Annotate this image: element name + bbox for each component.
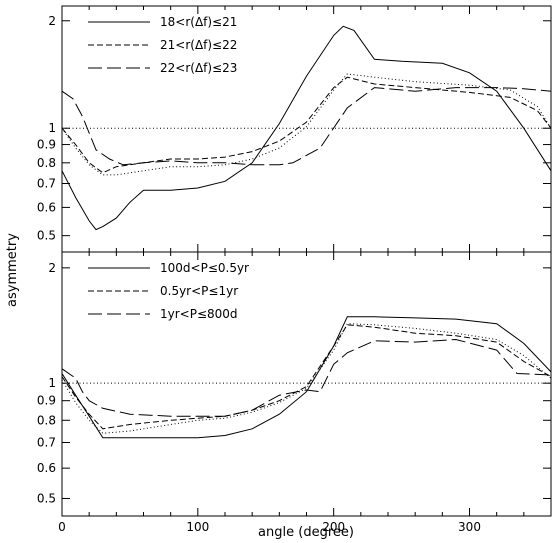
top-panel: 0.5 0.6 0.7 0.8 0.9 1 2 18<r(Δf)≤21 21<r(Δf)≤22 2… xyxy=(37,5,552,253)
x-axis-title: angle (degree) xyxy=(258,525,354,540)
plot-frame xyxy=(61,5,552,253)
bottom-panel: 0.5 0.6 0.7 0.8 0.9 1 2 0 100 200 300 100d<P≤0.5yr 0… xyxy=(37,251,552,534)
y-tick-label: 0.9 xyxy=(37,394,56,408)
y-tick-label: 0.7 xyxy=(37,435,56,449)
series-line-dotted xyxy=(61,73,552,176)
y-tick-label: 2 xyxy=(48,14,56,28)
x-tick-label: 300 xyxy=(458,520,481,534)
x-tick-label: 200 xyxy=(322,520,345,534)
legend-label: 21<r(Δf)≤22 xyxy=(160,38,237,52)
y-tick-label: 1 xyxy=(48,121,56,135)
series-line-long-dash xyxy=(61,87,552,166)
y-tick-label: 0.5 xyxy=(37,491,56,505)
x-tick-label: 100 xyxy=(186,520,209,534)
y-tick-label: 0.5 xyxy=(37,229,56,243)
series-line-solid xyxy=(61,316,552,439)
y-tick-label: 0.9 xyxy=(37,138,56,152)
legend-label: 0.5yr<P≤1yr xyxy=(160,284,238,298)
y-tick-label: 0.6 xyxy=(37,461,56,475)
y-axis-title: asymmetry xyxy=(5,233,20,307)
series-line-solid xyxy=(61,25,552,231)
legend-label: 18<r(Δf)≤21 xyxy=(160,15,237,29)
y-tick-label: 0.7 xyxy=(37,177,56,191)
y-tick-label: 0.8 xyxy=(37,413,56,427)
series-line-short-dash xyxy=(61,76,552,174)
series-line-short-dash xyxy=(61,324,552,430)
legend-label: 100d<P≤0.5yr xyxy=(160,261,249,275)
y-tick-label: 1 xyxy=(48,376,56,390)
legend-label: 22<r(Δf)≤23 xyxy=(160,61,237,75)
y-tick-label: 0.6 xyxy=(37,200,56,214)
series-line-long-dash xyxy=(61,338,552,417)
x-tick-label: 0 xyxy=(58,520,66,534)
y-tick-label: 2 xyxy=(48,261,56,275)
legend-label: 1yr<P≤800d xyxy=(160,307,238,321)
plot-frame xyxy=(61,251,552,517)
y-tick-label: 0.8 xyxy=(37,156,56,170)
series-line-dotted xyxy=(61,323,552,434)
